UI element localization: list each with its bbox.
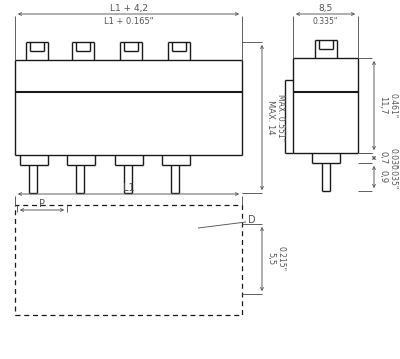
Text: 0.03": 0.03" (388, 148, 398, 168)
Text: MAX. 0.551": MAX. 0.551" (276, 94, 286, 141)
Text: 0.461": 0.461" (388, 93, 398, 118)
Text: MAX. 14: MAX. 14 (266, 100, 276, 135)
Text: 0.035": 0.035" (388, 164, 398, 190)
Text: 0.215": 0.215" (276, 246, 286, 271)
Text: P: P (39, 199, 45, 209)
Text: 0,9: 0,9 (378, 171, 388, 183)
Text: 5,5: 5,5 (266, 252, 276, 266)
Text: D: D (248, 215, 256, 225)
Text: 0.335": 0.335" (313, 17, 338, 25)
Text: 8,5: 8,5 (318, 5, 333, 14)
Text: L1: L1 (123, 183, 134, 193)
Text: L1 + 4,2: L1 + 4,2 (110, 5, 148, 14)
Text: L1 + 0.165": L1 + 0.165" (104, 17, 153, 25)
Bar (15, 205, 242, 315)
Text: 11,7: 11,7 (378, 96, 388, 115)
Text: 0,7: 0,7 (378, 151, 388, 165)
